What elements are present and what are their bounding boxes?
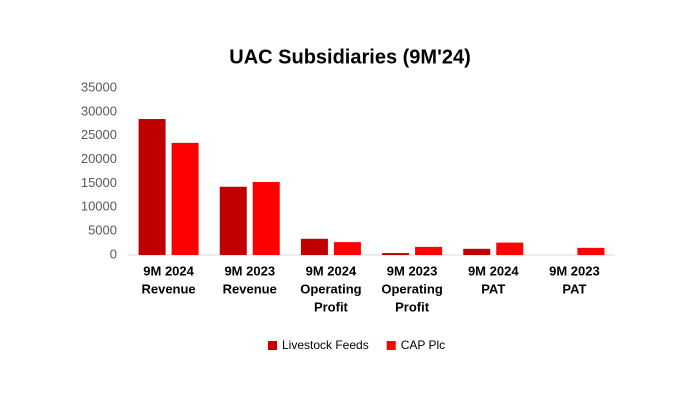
x-tick-label: Revenue [223,281,277,296]
bar [138,119,166,255]
y-tick-label: 15000 [81,175,117,190]
y-tick-label: 5000 [88,223,117,238]
bar [415,246,443,255]
x-tick-label: Revenue [141,281,195,296]
bar [252,181,280,255]
y-tick-label: 30000 [81,103,117,118]
x-tick-label: Operating [300,281,361,296]
bar [577,247,605,255]
x-tick-label: 9M 2024 [143,263,194,278]
bar [171,142,199,255]
x-tick-label: PAT [562,281,586,296]
legend-label: CAP Plc [401,338,445,352]
bar [382,253,410,255]
y-tick-label: 0 [110,246,117,261]
chart-title: UAC Subsidiaries (9M'24) [229,46,470,68]
bar [219,186,247,255]
bar [496,242,524,255]
y-tick-label: 20000 [81,151,117,166]
x-tick-label: 9M 2024 [468,263,519,278]
y-tick-label: 10000 [81,199,117,214]
bar [463,248,491,255]
bar [333,242,361,255]
x-tick-label: PAT [481,281,505,296]
x-tick-label: Profit [314,299,349,314]
x-tick-label: 9M 2023 [387,263,438,278]
x-tick-label: 9M 2023 [224,263,275,278]
legend-swatch [386,341,396,350]
bar [300,238,328,255]
x-tick-label: Operating [381,281,442,296]
x-tick-label: 9M 2024 [306,263,357,278]
y-tick-label: 25000 [81,127,117,142]
x-tick-label: 9M 2023 [549,263,600,278]
y-tick-label: 35000 [81,79,117,94]
x-tick-label: Profit [395,299,430,314]
legend-swatch [268,341,277,350]
legend-label: Livestock Feeds [282,338,369,352]
